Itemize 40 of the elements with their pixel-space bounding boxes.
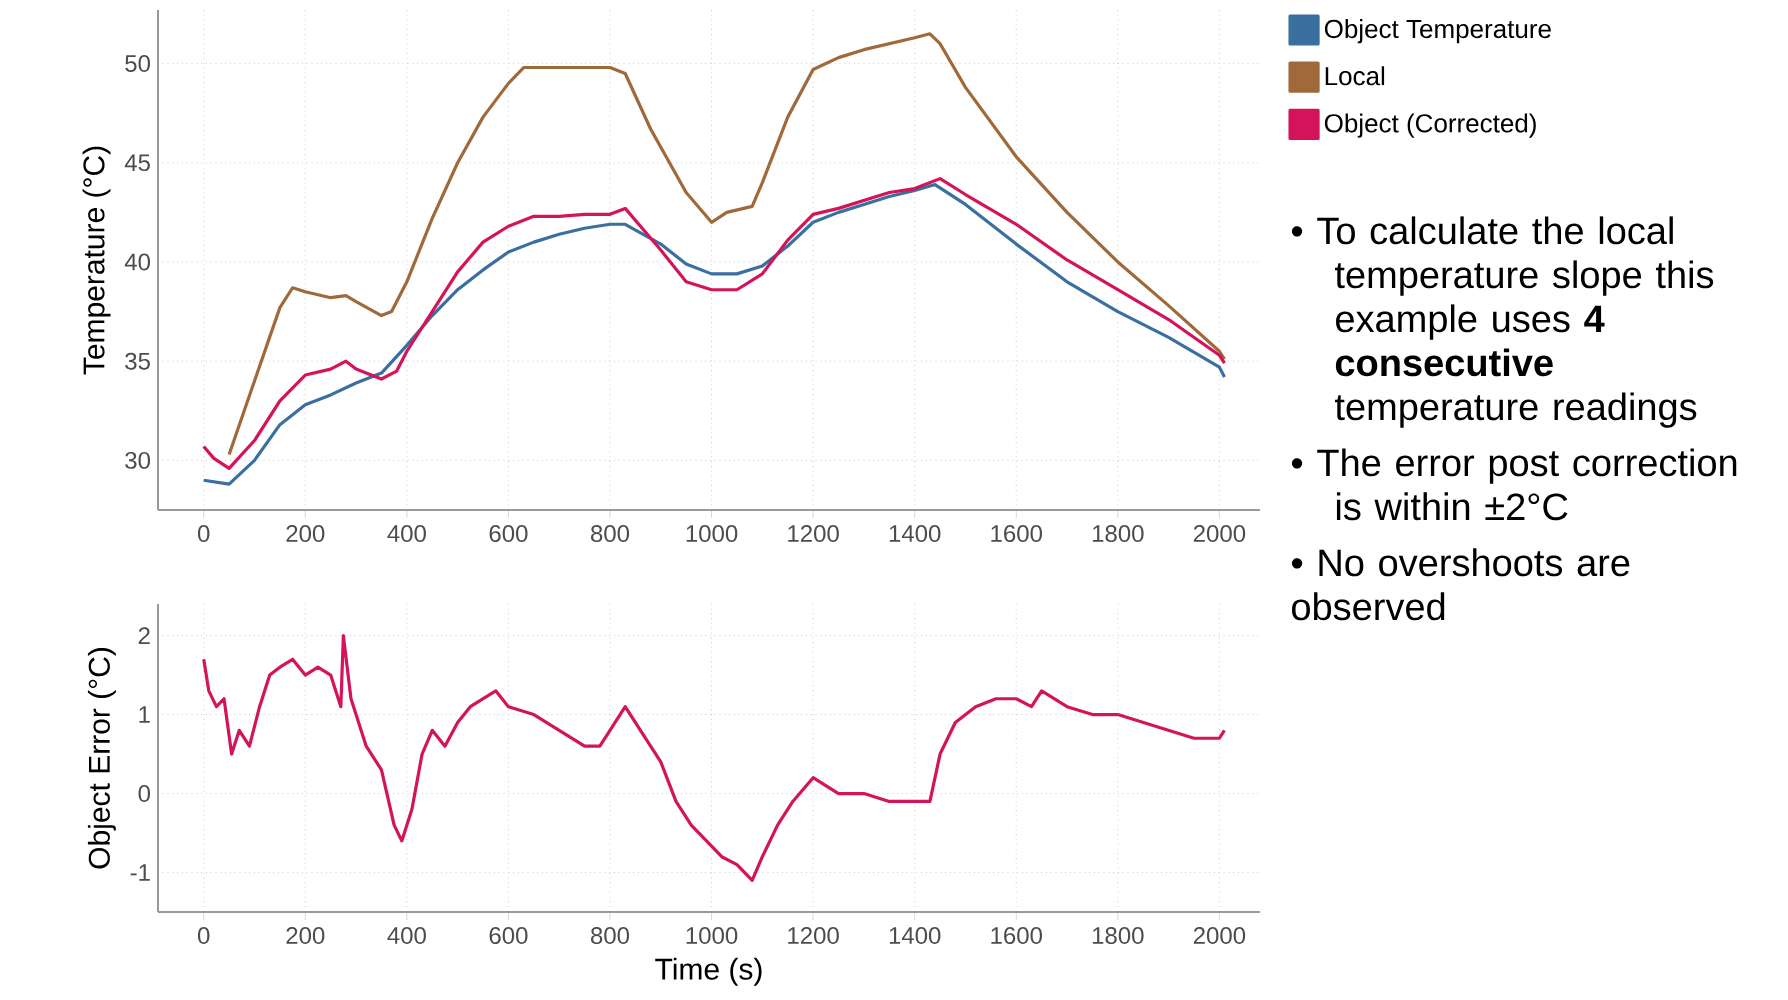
x-tick-label: 200 xyxy=(286,525,325,543)
y-tick-label: 30 xyxy=(125,451,151,469)
text: • The error post correction is within ±2°C xyxy=(1291,448,1737,521)
x-tick-label: 1800 xyxy=(1092,525,1144,543)
text: • To calculate the local temperature slope this example uses 4 consecutive temperature readings xyxy=(1291,216,1714,428)
x-axis-title: Time (s) xyxy=(655,957,762,986)
legend-label: Object Temperature xyxy=(1324,19,1551,44)
y-tick-label: 2 xyxy=(138,627,150,644)
y-axis-title: Object Error (°C) xyxy=(87,648,116,869)
y-tick-label: -1 xyxy=(130,864,150,881)
x-tick-label: 800 xyxy=(590,525,630,543)
x-tick-label: 400 xyxy=(387,525,426,543)
x-tick-label: 0 xyxy=(197,927,210,945)
x-tick-label: 1800 xyxy=(1092,927,1144,945)
x-tick-label: 1000 xyxy=(686,525,738,543)
y-tick-label: 45 xyxy=(124,154,150,172)
x-tick-label: 1000 xyxy=(686,927,738,945)
x-tick-label: 2000 xyxy=(1193,525,1246,543)
y-axis-title: Temperature (°C) xyxy=(82,146,111,375)
y-tick-label: 0 xyxy=(138,785,151,803)
x-tick-label: 1600 xyxy=(991,927,1043,945)
legend-label: Object (Corrected) xyxy=(1324,113,1536,138)
x-tick-label: 1200 xyxy=(788,525,839,543)
x-tick-label: 1400 xyxy=(889,525,941,543)
y-tick-label: 40 xyxy=(124,253,151,271)
y-tick-label: 50 xyxy=(125,55,151,73)
x-tick-label: 1400 xyxy=(889,927,941,945)
y-tick-label: 35 xyxy=(125,352,150,370)
x-tick-label: 0 xyxy=(197,525,210,543)
x-tick-label: 400 xyxy=(387,927,426,945)
x-tick-label: 2000 xyxy=(1193,927,1246,945)
y-tick-label: 1 xyxy=(139,706,150,723)
x-tick-label: 800 xyxy=(590,927,630,945)
x-tick-label: 200 xyxy=(286,927,325,945)
x-tick-label: 600 xyxy=(489,525,528,543)
x-tick-label: 1200 xyxy=(788,927,839,945)
legend-label: Local xyxy=(1325,66,1385,86)
x-tick-label: 600 xyxy=(489,927,528,945)
text: • No overshoots are observed xyxy=(1291,548,1630,621)
x-tick-label: 1600 xyxy=(991,525,1043,543)
